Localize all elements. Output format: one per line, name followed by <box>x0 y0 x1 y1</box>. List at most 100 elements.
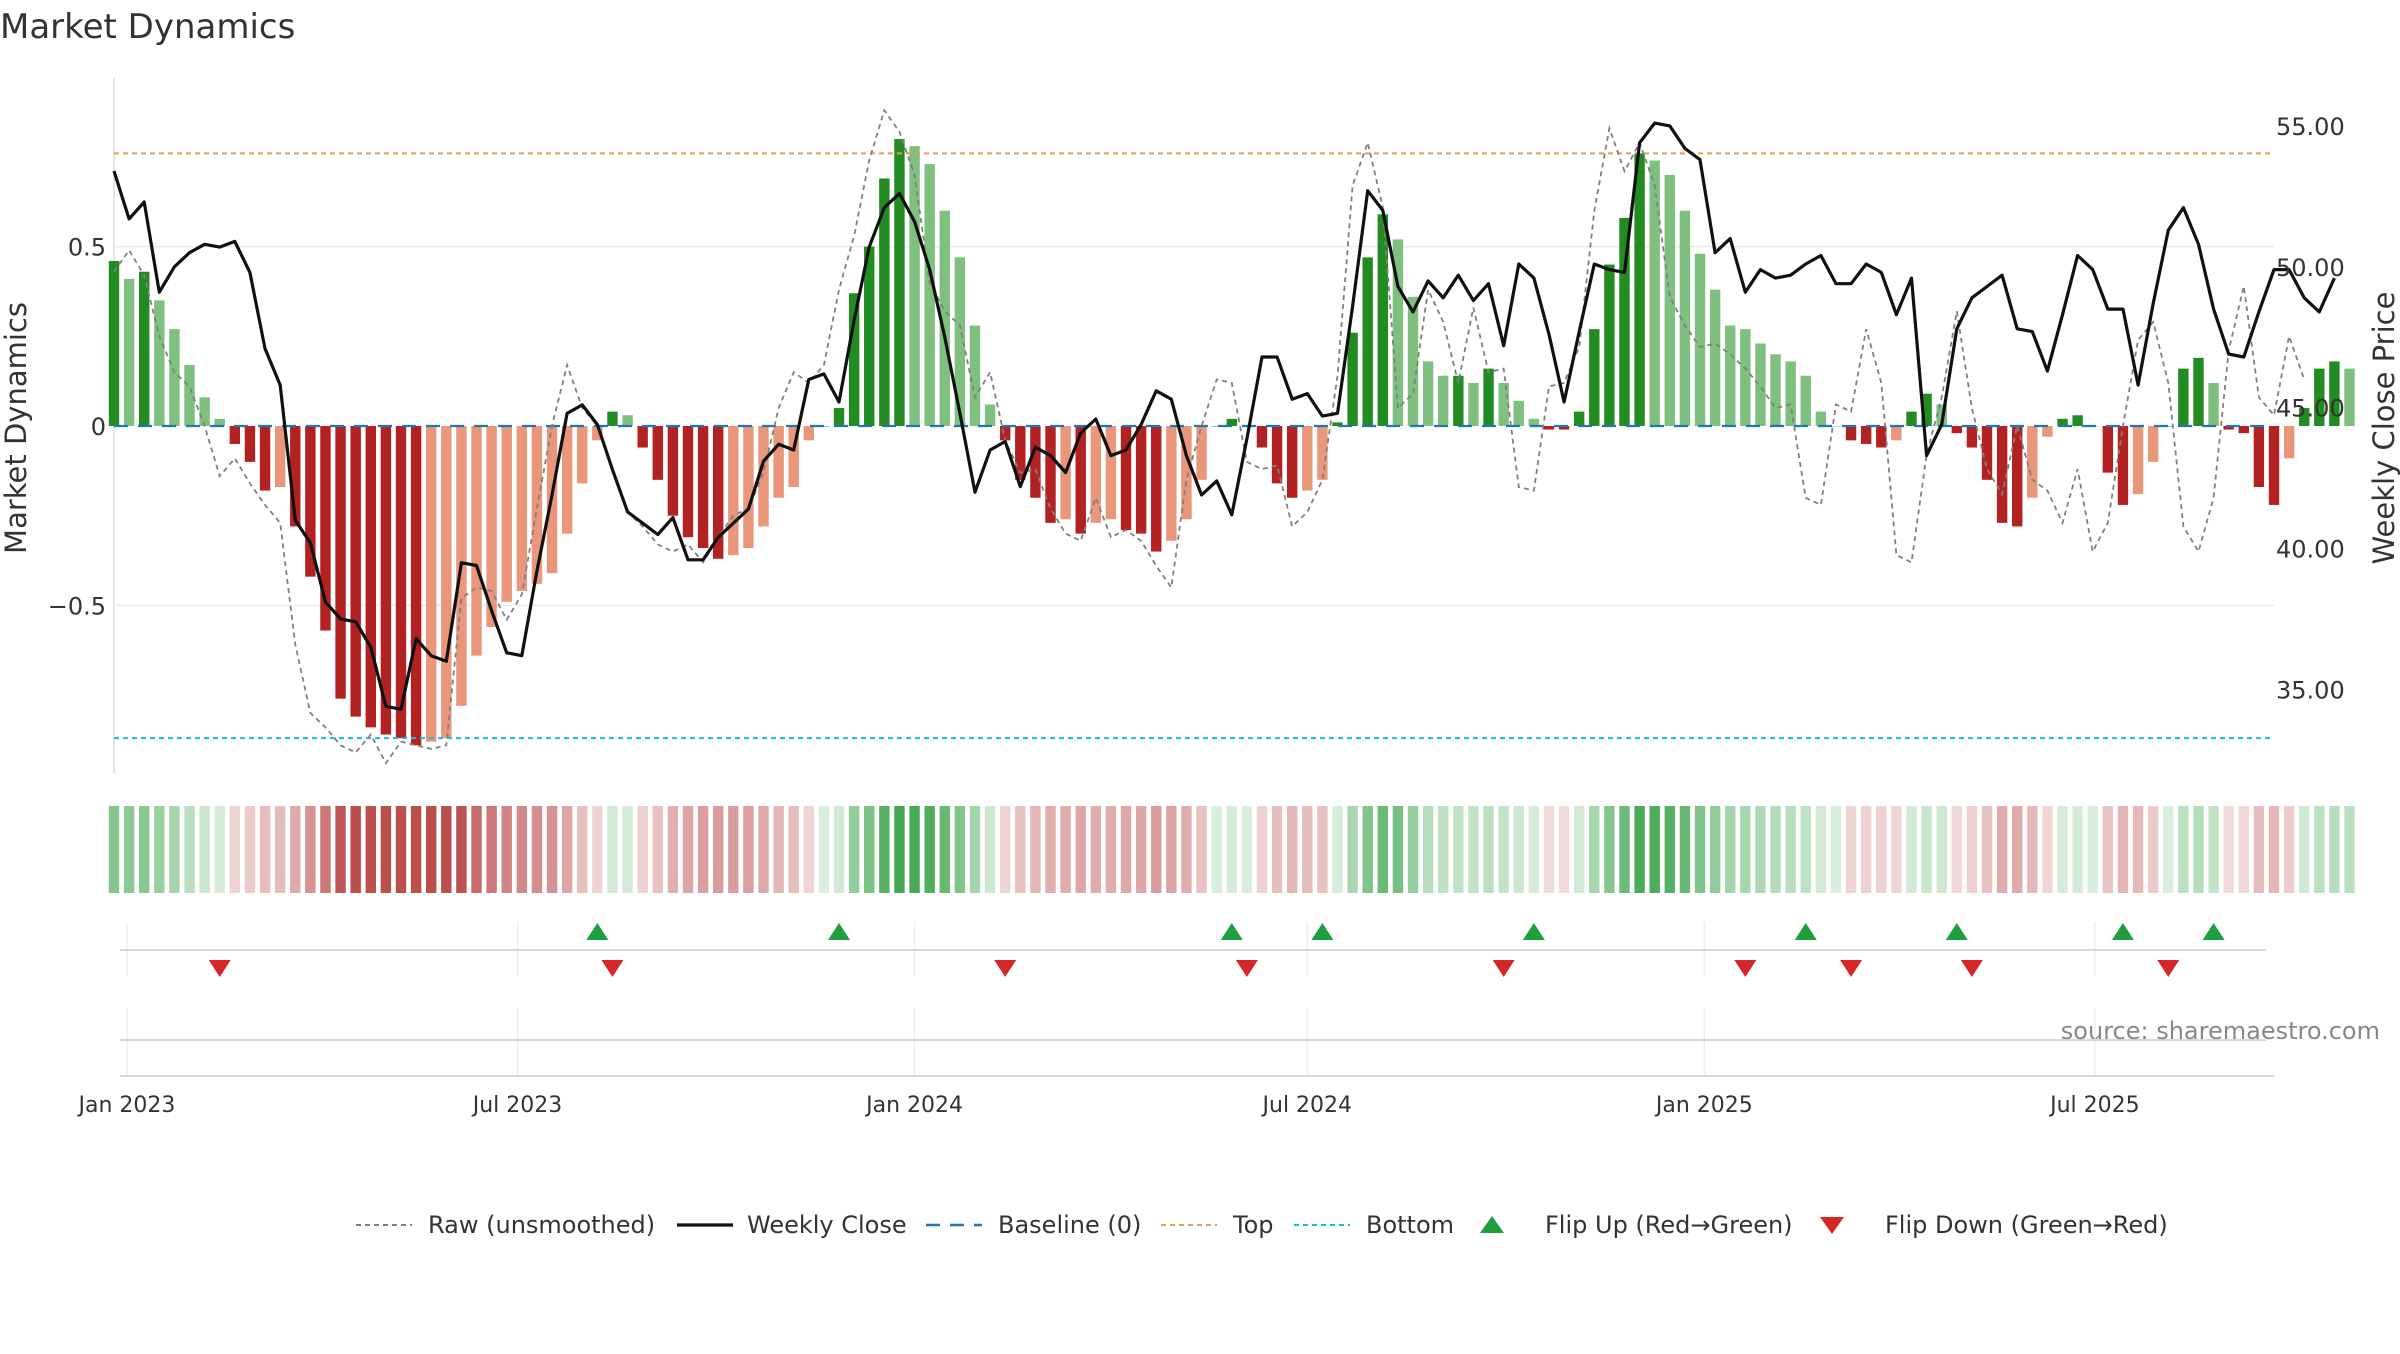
md-bar <box>1740 329 1751 426</box>
md-bar <box>1634 153 1645 426</box>
md-bar <box>486 426 497 627</box>
md-bar <box>2072 415 2083 426</box>
md-bar <box>2147 426 2159 462</box>
heat-cell <box>1815 806 1827 893</box>
md-bar <box>667 426 679 516</box>
heat-cell <box>637 806 648 893</box>
flip-down-marker <box>1492 960 1515 977</box>
md-bar <box>1453 375 1464 426</box>
heat-cell <box>864 806 875 893</box>
md-bar <box>259 426 271 491</box>
flip-up-marker <box>828 923 851 940</box>
heat-cell <box>788 806 799 893</box>
heat-cell <box>1211 806 1222 893</box>
heat-cell <box>2102 806 2114 893</box>
md-bar <box>1921 393 1932 426</box>
heat-cell <box>2057 806 2068 893</box>
heat-cell <box>1573 806 1585 893</box>
heat-cell <box>924 806 935 893</box>
md-bar <box>274 426 286 487</box>
md-bar <box>123 278 135 426</box>
heat-cell <box>139 806 150 893</box>
md-bar <box>335 426 346 699</box>
md-bar <box>1438 375 1449 426</box>
heat-cell <box>199 806 210 893</box>
md-bar <box>697 426 709 548</box>
heat-cell <box>1543 806 1555 893</box>
heat-cell <box>1135 806 1147 893</box>
heat-cell <box>682 806 694 893</box>
heat-cell <box>2027 806 2038 893</box>
md-bar <box>320 426 331 631</box>
heat-cell <box>1679 806 1691 893</box>
heat-cell <box>1060 806 1071 893</box>
md-bar <box>1392 239 1404 426</box>
flip-up-marker <box>2111 923 2134 940</box>
md-bar <box>1619 217 1630 426</box>
flip-up-marker <box>586 923 609 940</box>
md-bar <box>712 426 724 559</box>
md-bar <box>2057 418 2068 426</box>
md-bar <box>1151 426 1162 552</box>
md-bar <box>1649 160 1660 427</box>
md-bar <box>1045 426 1056 523</box>
heat-cell <box>999 806 1011 893</box>
heat-cell <box>1785 806 1796 893</box>
source-label: source: sharemaestro.com <box>2061 1017 2380 1045</box>
flip-up-marker <box>1945 923 1968 940</box>
weekly-close-line <box>112 121 2336 711</box>
heat-cell <box>1075 806 1086 893</box>
md-bar <box>1755 343 1766 426</box>
md-bar <box>2117 426 2129 505</box>
heat-cell <box>2223 806 2234 893</box>
legend-label: Weekly Close <box>747 1211 907 1239</box>
heat-cell <box>894 806 905 893</box>
heat-cell <box>2147 806 2159 893</box>
heat-cell <box>1876 806 1887 893</box>
heat-cell <box>335 806 346 893</box>
heat-cell <box>290 806 301 893</box>
md-bar <box>2102 426 2114 473</box>
md-bar <box>1679 210 1691 426</box>
md-bar <box>2163 426 2174 427</box>
legend-item: Bottom <box>1294 1211 1454 1239</box>
heat-cell <box>1332 806 1343 893</box>
heat-cell <box>1649 806 1660 893</box>
heat-cell <box>2208 806 2219 893</box>
md-bar <box>108 260 120 426</box>
flip-down-marker <box>994 960 1017 977</box>
heat-cell <box>1966 806 1978 893</box>
heat-cell <box>154 806 165 893</box>
md-bar <box>410 426 422 746</box>
heat-cell <box>2329 806 2340 893</box>
heat-cell <box>1362 806 1373 893</box>
heat-cell <box>1377 806 1389 893</box>
md-bar <box>1528 418 1540 426</box>
heat-cell <box>2132 806 2144 893</box>
legend-item: Flip Down (Green→Red) <box>1820 1211 2168 1239</box>
heat-cell <box>712 806 724 893</box>
heat-cell <box>486 806 497 893</box>
md-bar <box>1513 400 1524 426</box>
heat-cell <box>1302 806 1313 893</box>
heat-cell <box>592 806 603 893</box>
heat-cell <box>2314 806 2325 893</box>
flip-up-marker <box>1220 923 1243 940</box>
md-bar <box>848 293 860 426</box>
heat-cell <box>1392 806 1404 893</box>
heat-cell <box>1271 806 1283 893</box>
heat-cell <box>501 806 512 893</box>
md-bar <box>1105 426 1117 520</box>
heat-cell <box>259 806 271 893</box>
heat-cell <box>1347 806 1358 893</box>
md-bar <box>1211 426 1222 427</box>
heat-cell <box>728 806 739 893</box>
md-bar <box>1589 329 1600 426</box>
heat-cell <box>2117 806 2129 893</box>
md-bar <box>1286 426 1298 498</box>
md-bar <box>516 426 528 592</box>
heat-cell <box>2087 806 2098 893</box>
md-bar <box>1483 368 1494 426</box>
